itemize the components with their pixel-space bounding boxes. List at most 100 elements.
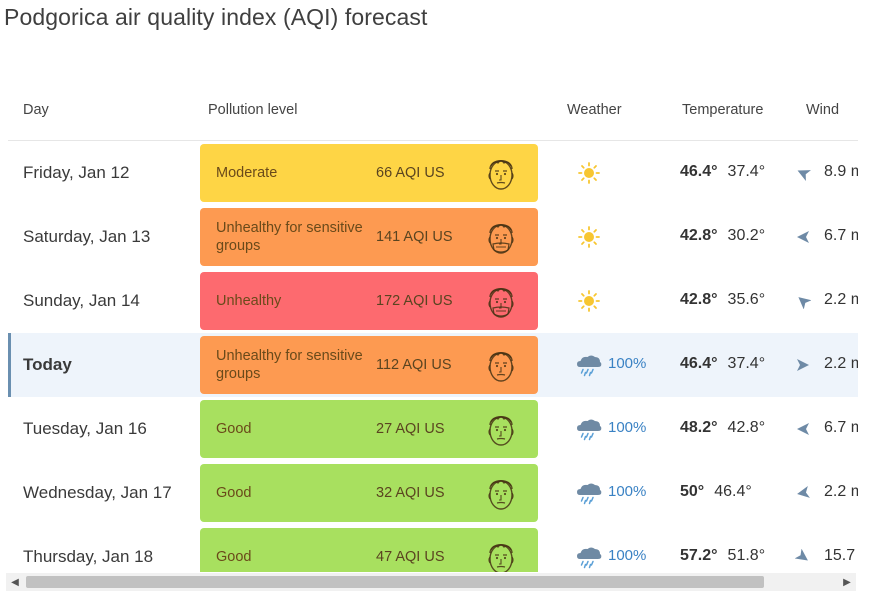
pollution-level-badge: Good 27 AQI US bbox=[200, 400, 538, 458]
rain-chance: 100% bbox=[608, 547, 647, 564]
today-indicator bbox=[8, 333, 11, 397]
wind-arrow-icon bbox=[795, 357, 811, 373]
aqi-value: 112 AQI US bbox=[376, 357, 452, 373]
temperature-high: 42.8° bbox=[680, 291, 718, 308]
forecast-table: Day Pollution level Weather Temperature … bbox=[8, 82, 858, 572]
aqi-value: 32 AQI US bbox=[376, 485, 445, 501]
wind-speed: 6.7 m bbox=[824, 419, 858, 436]
temperature: 48.2° 42.8° bbox=[680, 419, 765, 437]
wind-speed: 2.2 m bbox=[824, 291, 858, 308]
table-header: Day Pollution level Weather Temperature … bbox=[8, 82, 858, 141]
header-wind: Wind bbox=[806, 102, 840, 118]
sun-icon bbox=[574, 161, 604, 185]
aqi-value: 47 AQI US bbox=[376, 549, 445, 565]
temperature: 42.8° 35.6° bbox=[680, 291, 765, 309]
temperature-low: 35.6° bbox=[727, 291, 766, 308]
table-row[interactable]: Wednesday, Jan 17 Good 32 AQI US 100% 50… bbox=[8, 461, 858, 525]
temperature: 46.4° 37.4° bbox=[680, 163, 765, 181]
wind-arrow-icon bbox=[795, 485, 811, 501]
face-icon bbox=[484, 471, 518, 515]
table-row[interactable]: Sunday, Jan 14 Unhealthy 172 AQI US 42.8… bbox=[8, 269, 858, 333]
pollution-level-badge: Good 32 AQI US bbox=[200, 464, 538, 522]
pollution-level-text: Unhealthy for sensitive groups bbox=[216, 348, 363, 382]
table-row[interactable]: Friday, Jan 12 Moderate 66 AQI US 46.4° 3… bbox=[8, 141, 858, 205]
pollution-level-badge: Unhealthy for sensitive groups 112 AQI U… bbox=[200, 336, 538, 394]
temperature: 46.4° 37.4° bbox=[680, 355, 765, 373]
face-mask-icon bbox=[484, 215, 518, 259]
temperature-low: 37.4° bbox=[727, 355, 766, 372]
temperature-high: 46.4° bbox=[680, 163, 718, 180]
pollution-level-text: Good bbox=[216, 485, 252, 501]
pollution-level-text: Unhealthy for sensitive groups bbox=[216, 220, 363, 254]
sun-icon bbox=[574, 225, 604, 249]
header-temperature: Temperature bbox=[682, 102, 764, 118]
pollution-level-badge: Good 47 AQI US bbox=[200, 528, 538, 572]
header-pollution-level: Pollution level bbox=[208, 102, 298, 118]
header-weather: Weather bbox=[567, 102, 622, 118]
aqi-value: 172 AQI US bbox=[376, 293, 453, 309]
rain-cloud-icon bbox=[574, 481, 604, 505]
scroll-left-arrow-icon[interactable]: ◀ bbox=[11, 576, 19, 588]
day-label: Friday, Jan 12 bbox=[23, 163, 130, 182]
table-row-today[interactable]: Today Unhealthy for sensitive groups 112… bbox=[8, 333, 858, 397]
sun-icon bbox=[574, 289, 604, 313]
face-icon bbox=[484, 407, 518, 451]
temperature: 50° 46.4° bbox=[680, 483, 752, 501]
aqi-value: 66 AQI US bbox=[376, 165, 445, 181]
temperature-high: 42.8° bbox=[680, 227, 718, 244]
header-day: Day bbox=[23, 102, 49, 118]
day-label: Saturday, Jan 13 bbox=[23, 227, 151, 246]
wind-arrow-icon bbox=[795, 165, 811, 181]
table-row[interactable]: Thursday, Jan 18 Good 47 AQI US 100% 57.… bbox=[8, 525, 858, 572]
temperature-low: 30.2° bbox=[727, 227, 766, 244]
temperature-low: 46.4° bbox=[714, 483, 752, 500]
table-row[interactable]: Saturday, Jan 13 Unhealthy for sensitive… bbox=[8, 205, 858, 269]
face-icon bbox=[484, 343, 518, 387]
rain-cloud-icon bbox=[574, 353, 604, 377]
pollution-level-text: Unhealthy bbox=[216, 293, 282, 309]
wind-speed: 6.7 m bbox=[824, 227, 858, 244]
day-label: Tuesday, Jan 16 bbox=[23, 419, 147, 438]
temperature-high: 57.2° bbox=[680, 547, 718, 564]
rain-cloud-icon bbox=[574, 417, 604, 441]
rain-chance: 100% bbox=[608, 355, 647, 372]
wind-arrow-icon bbox=[795, 421, 811, 437]
pollution-level-text: Good bbox=[216, 421, 252, 437]
page-title: Podgorica air quality index (AQI) foreca… bbox=[4, 4, 428, 30]
wind-speed: 8.9 m bbox=[824, 163, 858, 180]
pollution-level-badge: Moderate 66 AQI US bbox=[200, 144, 538, 202]
wind-speed: 15.7 bbox=[824, 547, 856, 564]
rain-chance: 100% bbox=[608, 419, 647, 436]
pollution-level-text: Moderate bbox=[216, 165, 278, 181]
scroll-right-arrow-icon[interactable]: ▶ bbox=[843, 576, 851, 588]
rain-cloud-icon bbox=[574, 545, 604, 569]
rain-chance: 100% bbox=[608, 483, 647, 500]
wind-arrow-icon bbox=[794, 548, 811, 565]
aqi-value: 27 AQI US bbox=[376, 421, 445, 437]
horizontal-scrollbar[interactable]: ◀ ▶ bbox=[6, 573, 856, 591]
temperature-high: 48.2° bbox=[680, 419, 718, 436]
temperature-high: 46.4° bbox=[680, 355, 718, 372]
pollution-level-text: Good bbox=[216, 549, 252, 565]
temperature: 42.8° 30.2° bbox=[680, 227, 765, 245]
temperature-low: 51.8° bbox=[727, 547, 766, 564]
wind-arrow-icon bbox=[795, 293, 812, 310]
face-mask-icon bbox=[484, 279, 518, 323]
face-icon bbox=[484, 151, 518, 195]
scroll-thumb[interactable] bbox=[26, 576, 764, 588]
day-label: Thursday, Jan 18 bbox=[23, 547, 154, 566]
wind-arrow-icon bbox=[795, 229, 811, 245]
temperature-low: 37.4° bbox=[727, 163, 766, 180]
temperature-high: 50° bbox=[680, 483, 705, 500]
pollution-level-badge: Unhealthy for sensitive groups 141 AQI U… bbox=[200, 208, 538, 266]
day-label: Wednesday, Jan 17 bbox=[23, 483, 172, 502]
wind-speed: 2.2 m bbox=[824, 355, 858, 372]
table-row[interactable]: Tuesday, Jan 16 Good 27 AQI US 100% 48.2… bbox=[8, 397, 858, 461]
wind-speed: 2.2 m bbox=[824, 483, 858, 500]
day-label: Today bbox=[23, 355, 72, 374]
day-label: Sunday, Jan 14 bbox=[23, 291, 140, 310]
face-icon bbox=[484, 535, 518, 572]
temperature-low: 42.8° bbox=[727, 419, 766, 436]
temperature: 57.2° 51.8° bbox=[680, 547, 765, 565]
aqi-value: 141 AQI US bbox=[376, 229, 453, 245]
